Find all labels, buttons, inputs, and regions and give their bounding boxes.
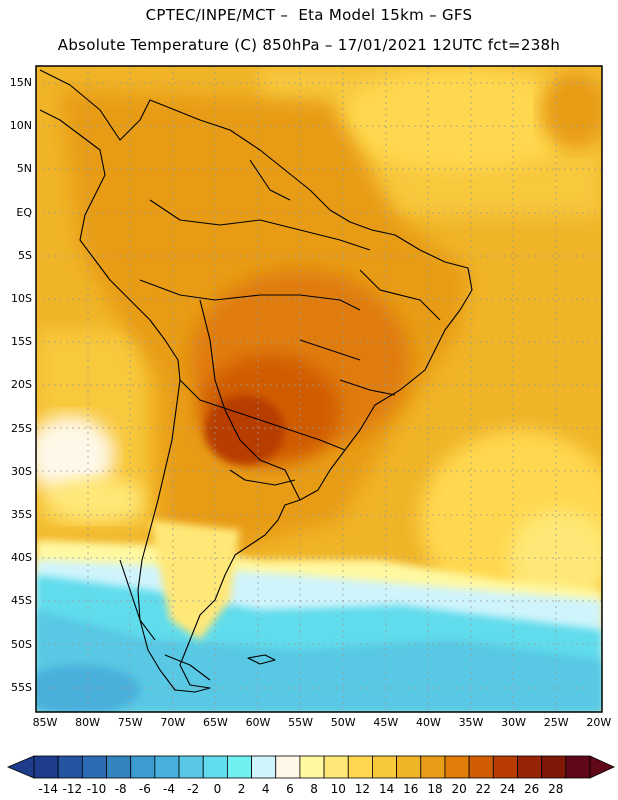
lat-label: 35S [11,508,32,521]
colorbar-swatch [81,755,107,779]
colorbar-label: -10 [86,782,107,796]
colorbar-swatch [33,755,59,779]
temperature-field [36,66,602,712]
lon-label: 75W [117,716,143,729]
colorbar-label: 6 [286,782,294,796]
colorbar-swatch [154,755,180,779]
lon-label: 80W [75,716,101,729]
lat-label: 50S [11,637,32,651]
lat-label: 45S [11,594,32,608]
colorbar-label: 20 [451,782,467,796]
lon-label: 50W [330,716,356,729]
lon-label: 55W [288,716,314,729]
lat-lon-grid [36,66,602,712]
colorbar-label: -4 [163,782,176,796]
lon-label: 40W [415,716,441,729]
colorbar-swatch [565,755,591,779]
colorbar-swatch [178,755,204,779]
colorbar-label: 4 [261,782,270,796]
lon-label: 65W [202,716,228,729]
colorbar-swatch [541,755,567,779]
colorbar-label: -14 [38,782,58,796]
colorbar [6,755,615,779]
colorbar-label: 18 [427,782,443,796]
colorbar-label: -12 [62,782,83,796]
colorbar-swatch [106,755,132,779]
colorbar-swatch [396,755,422,779]
lat-label: 15S [11,335,32,349]
colorbar-label: 14 [378,782,395,796]
lon-label: 25W [543,716,569,729]
lat-label: 10S [11,292,32,305]
colorbar-max-arrow [589,755,615,779]
colorbar-swatch [492,755,518,779]
colorbar-label: 26 [524,782,540,796]
colorbar-label: 2 [237,782,246,796]
lat-label: 30S [11,464,32,478]
lat-label: 40S [11,551,32,565]
map-subtitle: Absolute Temperature (C) 850hPa – 17/01/… [57,36,561,54]
lon-label: 85W [32,716,58,729]
map-frame [35,65,603,713]
lat-label: 15N [9,76,32,89]
lat-label: 5S [18,248,32,262]
lon-label: 35W [458,716,484,729]
colorbar-swatch [202,755,228,779]
colorbar-label: 16 [403,782,419,796]
colorbar-label: -8 [114,782,127,796]
colorbar-swatch [130,755,156,779]
lat-label: 25S [11,421,32,435]
colorbar-min-arrow [6,755,35,779]
lon-label: 60W [245,716,271,729]
lat-label: 55S [11,680,32,694]
colorbar-label: -2 [187,782,200,796]
colorbar-swatch [275,755,301,779]
colorbar-label: 24 [499,782,516,796]
colorbar-swatch [444,755,470,779]
lat-label: 20S [11,378,32,392]
lat-label: 10N [9,119,32,133]
colorbar-swatch [57,755,83,779]
colorbar-label: 10 [330,782,346,796]
colorbar-swatch [226,755,252,779]
colorbar-swatch [299,755,325,779]
lat-label: 5N [16,162,32,176]
lon-label: 30W [501,716,527,729]
lat-label: EQ [16,205,32,219]
colorbar-label: 28 [548,782,564,796]
lon-label: 20W [586,716,612,729]
colorbar-label: 12 [354,782,371,796]
colorbar-label: 0 [213,782,222,796]
colorbar-swatch [468,755,494,779]
colorbar-label: -6 [138,782,151,796]
colorbar-swatch [517,755,543,779]
colorbar-label: 22 [475,782,491,796]
colorbar-swatch [251,755,277,779]
colorbar-swatch [420,755,446,779]
colorbar-swatch [372,755,398,779]
lon-label: 70W [160,716,186,729]
colorbar-swatch [347,755,373,779]
colorbar-label: 8 [310,782,318,796]
coastlines [39,69,473,693]
colorbar-swatch [323,755,349,779]
lon-label: 45W [373,716,399,729]
map-title: CPTEC/INPE/MCT – Eta Model 15km – GFS [145,6,473,24]
